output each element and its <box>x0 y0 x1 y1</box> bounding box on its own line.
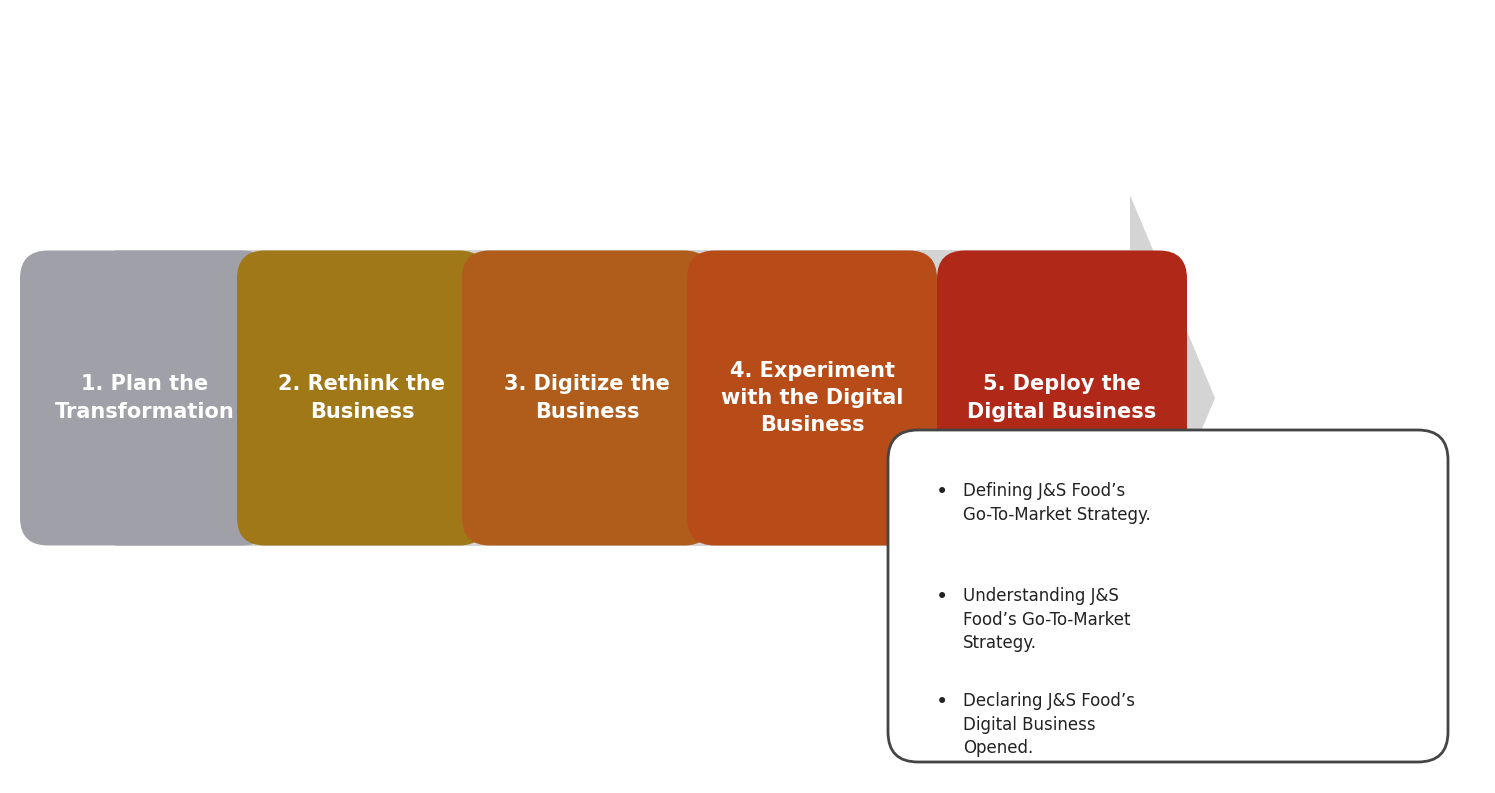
Text: •: • <box>936 587 948 607</box>
FancyBboxPatch shape <box>888 430 1449 762</box>
Text: Understanding J&S
Food’s Go-To-Market
Strategy.: Understanding J&S Food’s Go-To-Market St… <box>963 587 1130 652</box>
FancyBboxPatch shape <box>937 251 1187 546</box>
FancyBboxPatch shape <box>238 251 487 546</box>
Text: 4. Experiment
with the Digital
Business: 4. Experiment with the Digital Business <box>721 361 903 435</box>
Text: 1. Plan the
Transformation: 1. Plan the Transformation <box>55 374 235 422</box>
Text: •: • <box>936 482 948 502</box>
FancyBboxPatch shape <box>462 251 712 546</box>
Text: Declaring J&S Food’s
Digital Business
Opened.: Declaring J&S Food’s Digital Business Op… <box>963 692 1135 757</box>
Text: 5. Deploy the
Digital Business: 5. Deploy the Digital Business <box>967 374 1157 422</box>
Polygon shape <box>115 195 1215 601</box>
Text: •: • <box>936 692 948 712</box>
Text: 2. Rethink the
Business: 2. Rethink the Business <box>278 374 446 422</box>
FancyBboxPatch shape <box>19 251 271 546</box>
FancyBboxPatch shape <box>688 251 937 546</box>
Text: Defining J&S Food’s
Go-To-Market Strategy.: Defining J&S Food’s Go-To-Market Strateg… <box>963 482 1151 523</box>
Text: 3. Digitize the
Business: 3. Digitize the Business <box>504 374 670 422</box>
